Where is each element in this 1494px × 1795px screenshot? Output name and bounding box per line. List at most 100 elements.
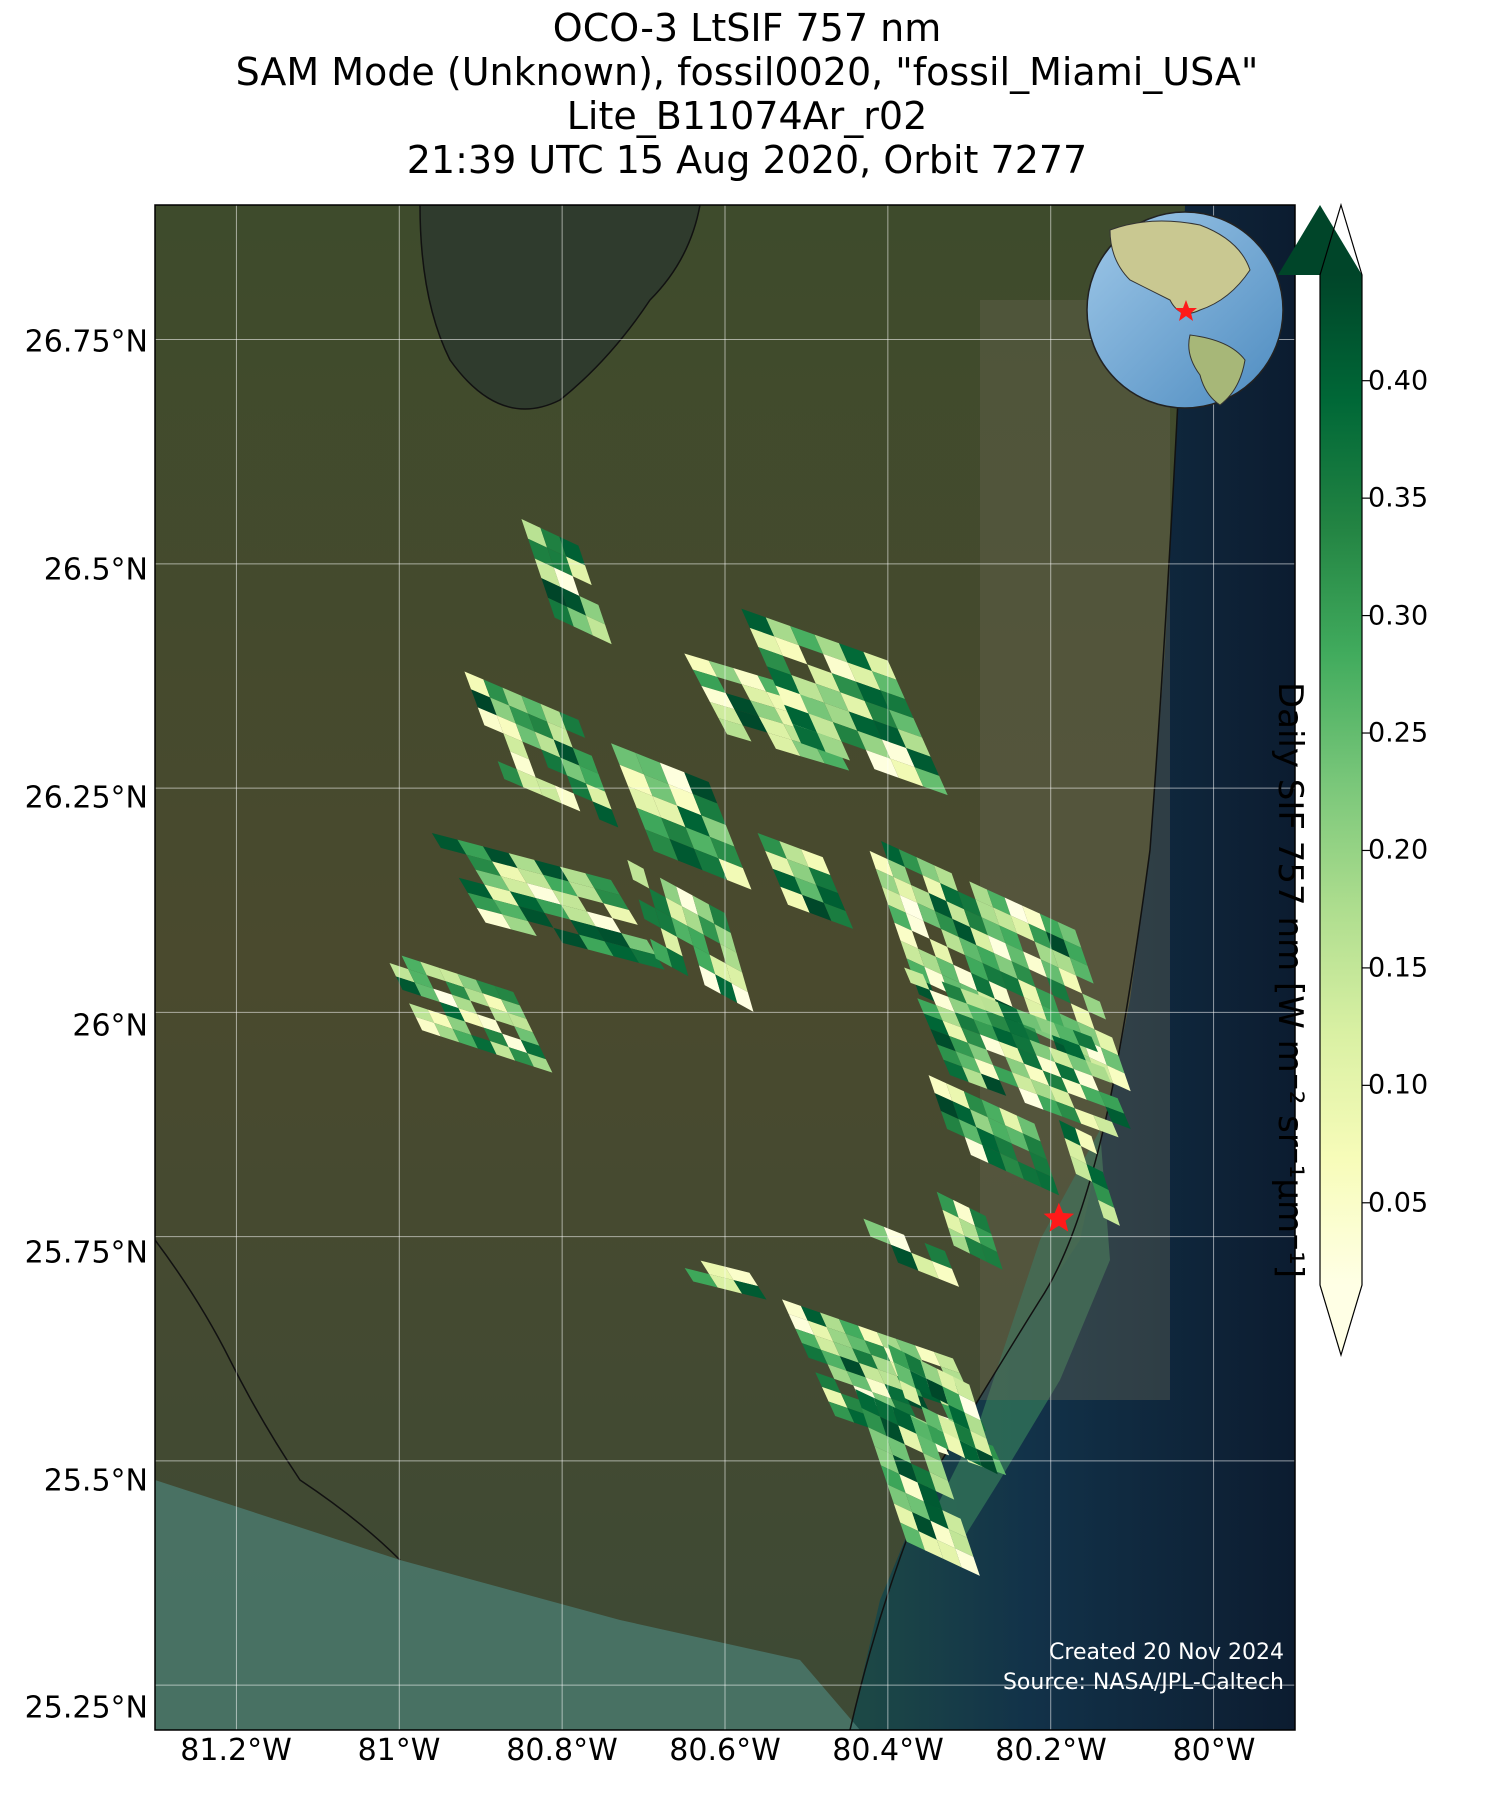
sif-footprint bbox=[922, 875, 947, 902]
sif-footprint bbox=[568, 881, 604, 904]
sif-footprint bbox=[916, 1433, 942, 1462]
sif-footprint bbox=[733, 668, 767, 692]
sif-footprint bbox=[694, 848, 728, 880]
sif-footprint bbox=[893, 876, 918, 903]
sif-footprint bbox=[845, 1333, 872, 1355]
sif-footprint bbox=[621, 933, 656, 955]
sif-footprint bbox=[831, 673, 865, 701]
sif-footprint bbox=[483, 679, 510, 706]
sif-footprint bbox=[926, 1424, 949, 1451]
lon-tick-label: 80.8°W bbox=[506, 1733, 618, 1768]
sif-footprint bbox=[547, 721, 573, 748]
sif-footprint bbox=[917, 902, 942, 929]
sif-footprint bbox=[765, 850, 795, 877]
sif-footprint bbox=[952, 1101, 977, 1128]
sif-footprint bbox=[923, 1013, 950, 1036]
sif-footprint bbox=[741, 684, 775, 708]
sif-footprint bbox=[669, 839, 703, 871]
sif-footprint bbox=[801, 849, 831, 876]
sif-footprint bbox=[795, 1328, 821, 1350]
sif-footprint bbox=[475, 869, 510, 892]
sif-footprint bbox=[1036, 1055, 1062, 1078]
sif-footprint bbox=[466, 854, 501, 877]
sif-footprint bbox=[1029, 1039, 1055, 1063]
sif-footprint bbox=[709, 1274, 743, 1294]
sif-footprint bbox=[527, 1053, 553, 1073]
ocean-area bbox=[850, 205, 1295, 1730]
inset-globe bbox=[1086, 211, 1284, 409]
sif-footprint bbox=[940, 1111, 965, 1138]
sif-footprint bbox=[958, 1217, 981, 1244]
sif-footprint bbox=[930, 1520, 956, 1549]
sif-footprint bbox=[1011, 1072, 1038, 1095]
sif-footprint bbox=[554, 785, 581, 812]
sif-footprint bbox=[649, 888, 672, 918]
sif-footprint bbox=[604, 941, 640, 964]
sif-footprint bbox=[1005, 1056, 1031, 1079]
sif-footprint bbox=[1098, 1091, 1125, 1114]
sif-footprint bbox=[900, 940, 925, 967]
sif-footprint bbox=[718, 718, 752, 742]
colorbar-tick-label: 0.10 bbox=[1368, 1069, 1429, 1101]
sif-footprint bbox=[548, 597, 574, 627]
sif-footprint bbox=[905, 1493, 931, 1521]
sif-footprint bbox=[904, 967, 930, 990]
sif-footprint bbox=[865, 1377, 892, 1399]
sif-footprint bbox=[1076, 1021, 1101, 1048]
sif-footprint bbox=[1011, 961, 1036, 988]
target-star-icon bbox=[1043, 1202, 1075, 1232]
sif-footprint bbox=[924, 966, 949, 993]
sif-footprint bbox=[974, 1225, 997, 1252]
sif-footprint bbox=[960, 988, 986, 1011]
sif-footprint bbox=[1024, 1063, 1050, 1086]
sif-footprint bbox=[509, 891, 545, 913]
sif-footprint bbox=[1057, 921, 1082, 948]
sif-footprint bbox=[1016, 1115, 1041, 1142]
sif-footprint bbox=[847, 1408, 874, 1430]
sif-footprint bbox=[567, 606, 593, 636]
sif-footprint bbox=[446, 1015, 472, 1036]
urban-corridor bbox=[980, 300, 1170, 1400]
sif-footprint bbox=[1058, 967, 1083, 994]
colorbar-tick-label: 0.20 bbox=[1368, 834, 1429, 866]
sif-footprint bbox=[833, 1341, 859, 1363]
sif-footprint bbox=[483, 846, 518, 869]
sif-footprint bbox=[496, 715, 523, 742]
colorbar-extend-min bbox=[1320, 1285, 1362, 1355]
sif-footprint bbox=[791, 739, 825, 764]
sif-footprint bbox=[801, 1305, 827, 1328]
sif-footprint bbox=[893, 1362, 916, 1389]
sif-footprint bbox=[1060, 1038, 1086, 1061]
sif-footprint bbox=[409, 1003, 435, 1023]
sif-footprint bbox=[887, 1344, 910, 1371]
sif-footprint bbox=[880, 1416, 905, 1445]
sif-footprint bbox=[817, 732, 850, 761]
sif-footprint bbox=[1052, 949, 1077, 976]
sif-footprint bbox=[1100, 1047, 1125, 1074]
sif-footprint bbox=[929, 1472, 955, 1500]
sif-footprint bbox=[540, 527, 567, 557]
sif-footprint bbox=[1004, 1017, 1030, 1040]
sif-footprint bbox=[987, 935, 1012, 962]
sif-footprint bbox=[946, 901, 971, 928]
sif-footprint bbox=[676, 805, 710, 837]
lon-tick-label: 80.2°W bbox=[995, 1733, 1107, 1768]
sif-footprint bbox=[507, 1012, 533, 1033]
sif-footprint bbox=[445, 981, 471, 1001]
sif-footprint bbox=[917, 998, 943, 1021]
sif-footprint bbox=[636, 807, 670, 840]
sif-footprint bbox=[921, 1406, 944, 1433]
sif-footprint bbox=[997, 1002, 1024, 1025]
sif-footprint bbox=[1085, 1060, 1112, 1083]
sif-footprint bbox=[560, 587, 587, 616]
sif-footprint bbox=[515, 723, 542, 750]
sif-footprint bbox=[881, 841, 905, 868]
sif-footprint bbox=[863, 1218, 891, 1245]
sif-footprint bbox=[918, 948, 942, 975]
sif-footprint bbox=[792, 724, 826, 752]
sif-footprint bbox=[918, 1531, 944, 1559]
sif-footprint bbox=[963, 909, 988, 936]
sif-footprint bbox=[941, 981, 967, 1004]
sif-footprint bbox=[457, 839, 492, 862]
sif-footprint bbox=[896, 1338, 922, 1360]
